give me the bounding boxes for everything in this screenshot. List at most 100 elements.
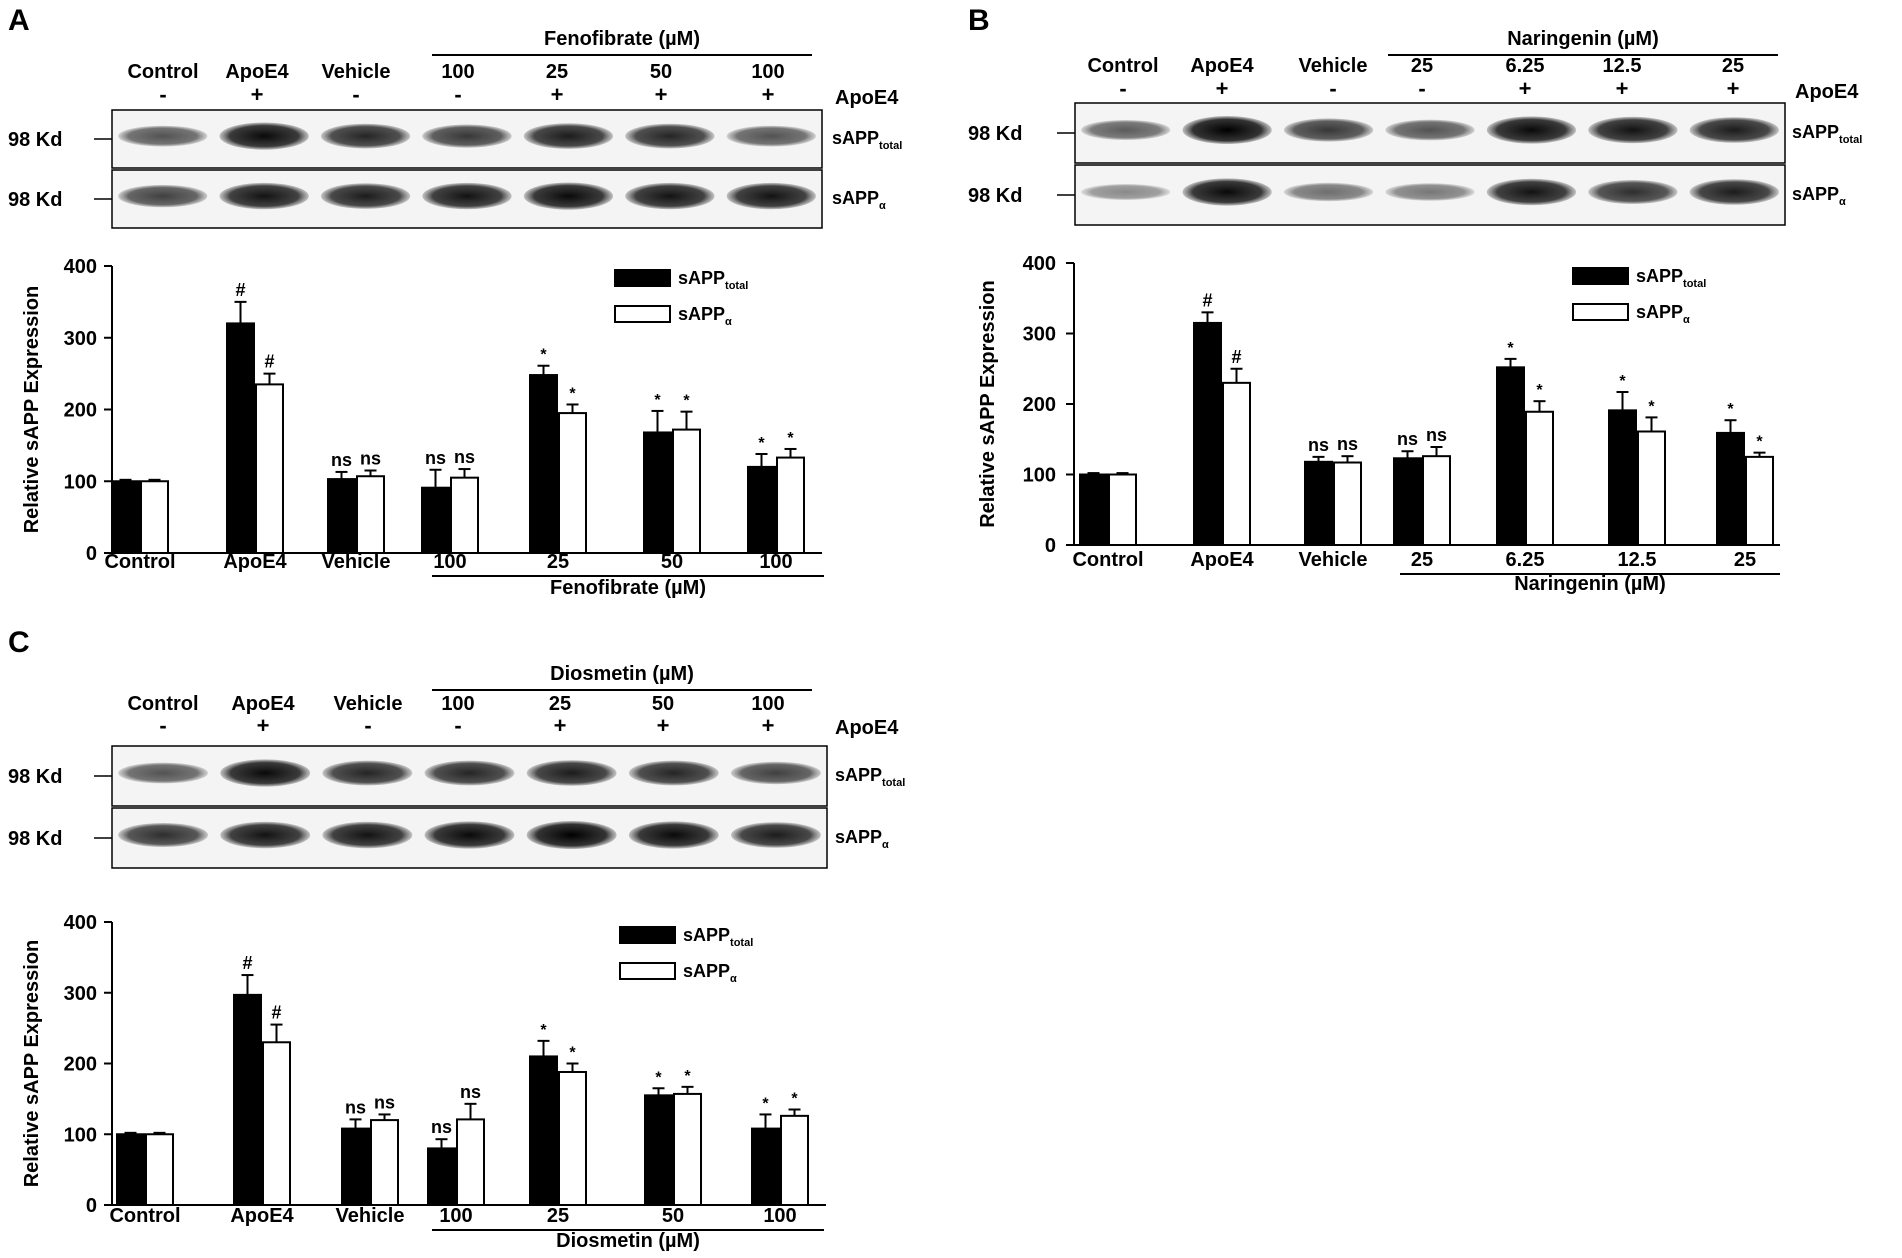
legend-label-subscript: α bbox=[725, 316, 732, 328]
blot-band bbox=[219, 122, 309, 150]
bar-sapp-alpha bbox=[673, 1092, 702, 1206]
legend-swatch bbox=[619, 962, 676, 980]
x-category-label: Control bbox=[109, 1205, 180, 1227]
kd-label: 98 Kd bbox=[8, 828, 62, 850]
apoe-sign: - bbox=[1418, 76, 1425, 101]
significance-label: * bbox=[655, 1069, 662, 1086]
bar-sapp-total bbox=[233, 993, 262, 1206]
y-tick-label: 300 bbox=[64, 983, 97, 1005]
lane-label: 100 bbox=[441, 61, 474, 83]
apoe-sign: + bbox=[1727, 76, 1740, 101]
bar-sapp-total bbox=[529, 1055, 558, 1207]
x-category-label: 25 bbox=[1411, 549, 1433, 571]
bar-sapp-alpha bbox=[356, 475, 385, 555]
bar-sapp-total bbox=[226, 322, 255, 554]
blot-row-name-subscript: total bbox=[1839, 134, 1862, 146]
apoe-row-label: ApoE4 bbox=[835, 87, 899, 109]
blot-band bbox=[118, 125, 208, 147]
significance-label: # bbox=[1202, 290, 1212, 310]
lane-label: 100 bbox=[441, 693, 474, 715]
y-tick-label: 0 bbox=[86, 543, 97, 565]
x-category-label: 100 bbox=[759, 551, 792, 573]
blot-band bbox=[1283, 182, 1374, 202]
y-tick-label: 0 bbox=[86, 1195, 97, 1217]
legend-label-main: sAPP bbox=[1636, 266, 1683, 286]
significance-label: ns bbox=[425, 448, 446, 468]
blot-row-name-subscript: α bbox=[882, 839, 889, 851]
legend-label-main: sAPP bbox=[683, 961, 730, 981]
significance-label: * bbox=[1536, 382, 1543, 399]
bar-sapp-total bbox=[644, 1094, 673, 1207]
lane-label: Vehicle bbox=[322, 61, 391, 83]
significance-label: ns bbox=[1337, 434, 1358, 454]
apoe-sign: - bbox=[159, 82, 166, 107]
x-category-label: ApoE4 bbox=[223, 551, 287, 573]
blot-row-name-main: sAPP bbox=[832, 128, 879, 148]
lane-label: Control bbox=[1087, 55, 1158, 77]
significance-label: # bbox=[264, 352, 274, 372]
x-category-label: Vehicle bbox=[1299, 549, 1368, 571]
legend-label: sAPPtotal bbox=[678, 268, 748, 292]
apoe-sign: + bbox=[554, 713, 567, 738]
legend-label-subscript: α bbox=[730, 973, 737, 985]
blot-band bbox=[1588, 116, 1678, 144]
apoe-sign: + bbox=[257, 713, 270, 738]
y-tick-label: 200 bbox=[64, 1054, 97, 1076]
apoe-sign: + bbox=[655, 82, 668, 107]
bar-sapp-total bbox=[1079, 473, 1108, 546]
blot-row-name: sAPPα bbox=[1792, 184, 1846, 208]
blot-row-name: sAPPα bbox=[832, 188, 886, 212]
bar-sapp-alpha bbox=[1422, 455, 1451, 547]
x-category-label: 50 bbox=[661, 551, 683, 573]
significance-label: ns bbox=[1308, 435, 1329, 455]
blot-band bbox=[526, 821, 617, 849]
significance-label: * bbox=[683, 393, 690, 410]
lane-label: Control bbox=[127, 693, 198, 715]
x-category-label: Control bbox=[104, 551, 175, 573]
lane-label: 50 bbox=[652, 693, 674, 715]
y-tick-label: 200 bbox=[64, 400, 97, 422]
legend-label: sAPPtotal bbox=[1636, 266, 1706, 290]
bar-sapp-total bbox=[751, 1127, 780, 1206]
bar-sapp-total bbox=[421, 486, 450, 554]
bar-sapp-alpha bbox=[558, 412, 587, 554]
blot-band bbox=[424, 821, 515, 849]
bar-sapp-total bbox=[643, 431, 672, 554]
x-category-label: 6.25 bbox=[1506, 549, 1545, 571]
blot-band bbox=[730, 822, 821, 848]
apoe-sign: - bbox=[352, 82, 359, 107]
bar-sapp-alpha bbox=[780, 1114, 809, 1206]
kd-label: 98 Kd bbox=[8, 129, 62, 151]
significance-label: * bbox=[762, 1095, 769, 1112]
blot-row-name-main: sAPP bbox=[835, 765, 882, 785]
bar-sapp-alpha bbox=[672, 428, 701, 554]
legend-label: sAPPα bbox=[683, 961, 737, 985]
lane-label: ApoE4 bbox=[1190, 55, 1254, 77]
bar-sapp-alpha bbox=[140, 480, 169, 554]
bar-sapp-alpha bbox=[1222, 381, 1251, 546]
bar-sapp-total bbox=[341, 1127, 370, 1206]
blot-band bbox=[118, 823, 209, 847]
blot-band bbox=[523, 182, 614, 210]
blot-band bbox=[422, 182, 512, 210]
blot-band bbox=[322, 760, 413, 786]
blot-band bbox=[526, 760, 617, 786]
x-category-label: 25 bbox=[547, 1205, 569, 1227]
y-tick-label: 400 bbox=[64, 256, 97, 278]
bar-sapp-total bbox=[1496, 366, 1525, 546]
blot-band bbox=[1081, 120, 1171, 140]
significance-label: * bbox=[540, 1022, 547, 1039]
apoe-sign: - bbox=[1119, 76, 1126, 101]
lane-label: 25 bbox=[549, 693, 571, 715]
apoe-sign: - bbox=[1329, 76, 1336, 101]
significance-label: ns bbox=[360, 448, 381, 468]
y-tick-label: 100 bbox=[64, 471, 97, 493]
y-tick-label: 200 bbox=[1023, 394, 1056, 416]
bar-sapp-total bbox=[116, 1133, 145, 1206]
blot-band bbox=[523, 123, 614, 149]
blot-band bbox=[1385, 183, 1475, 201]
blot-band bbox=[424, 760, 515, 786]
y-tick-label: 0 bbox=[1045, 535, 1056, 557]
bar-sapp-total bbox=[529, 374, 558, 554]
